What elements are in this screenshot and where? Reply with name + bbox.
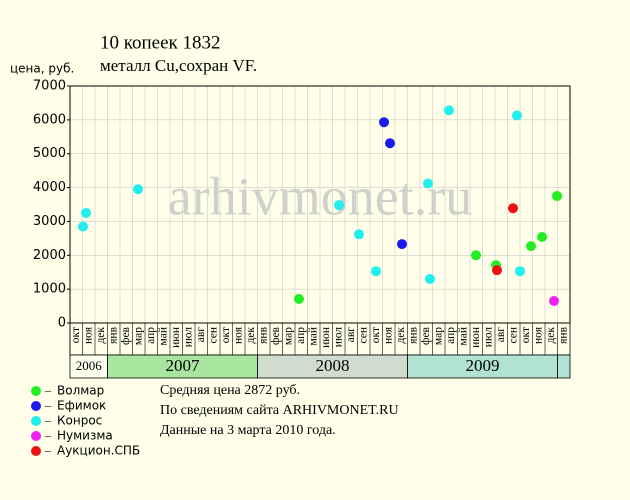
- legend-label: Волмар: [57, 384, 104, 398]
- data-point: [537, 232, 547, 243]
- data-point: [397, 239, 407, 250]
- x-tick-label: мар: [432, 327, 444, 345]
- legend-label: Нумизма: [57, 429, 113, 443]
- x-tick-label: мар: [282, 327, 294, 345]
- x-tick-label: дек: [395, 327, 407, 344]
- y-tick-label: 7000: [33, 79, 66, 94]
- data-point: [512, 110, 522, 121]
- x-tick-label: окт: [520, 327, 532, 343]
- data-point: [425, 273, 435, 284]
- x-tick-label: июн: [320, 327, 332, 348]
- year-label: 2007: [166, 356, 201, 375]
- x-tick-label: авг: [495, 327, 507, 343]
- legend-dash: –: [44, 398, 52, 412]
- x-tick-label: авг: [195, 327, 207, 343]
- data-point: [379, 117, 389, 128]
- x-tick-label: янв: [257, 326, 269, 343]
- legend-marker: [31, 386, 41, 396]
- data-point: [444, 105, 454, 116]
- plot-frame: [69, 85, 571, 324]
- year-label: 2006: [76, 358, 103, 373]
- legend-dash: –: [44, 413, 52, 427]
- x-tick-label: янв: [407, 326, 419, 343]
- legend-label: Аукцион.СПБ: [57, 444, 140, 458]
- x-tick-label: апр: [445, 327, 457, 344]
- data-point: [133, 184, 143, 195]
- x-tick-label: май: [157, 327, 169, 345]
- legend-label: Конрос: [57, 414, 102, 428]
- data-point: [471, 250, 481, 261]
- x-tick-label: ноя: [232, 326, 244, 344]
- x-tick-label: апр: [145, 327, 157, 344]
- year-label: 2008: [316, 356, 350, 375]
- x-tick-label: янв: [107, 326, 119, 343]
- x-tick-label: ноя: [82, 326, 94, 344]
- year-band: [557, 354, 571, 379]
- chart-title: 10 копеек 1832: [100, 32, 221, 53]
- y-axis-label: цена, руб.: [10, 62, 74, 76]
- year-label: 2009: [466, 356, 500, 375]
- y-tick-label: 6000: [33, 112, 66, 127]
- data-point: [354, 229, 364, 240]
- y-tick-label: 5000: [33, 146, 66, 161]
- x-tick-label: окт: [370, 327, 382, 343]
- x-tick-label: дек: [95, 327, 107, 344]
- x-tick-label: окт: [70, 327, 82, 343]
- data-point: [423, 178, 433, 189]
- x-tick-label: фев: [270, 326, 282, 345]
- x-tick-label: мар: [132, 327, 144, 345]
- x-tick-label: сен: [507, 327, 519, 344]
- data-point: [526, 241, 536, 252]
- x-tick-label: июл: [332, 327, 344, 347]
- x-tick-label: май: [457, 327, 469, 345]
- x-tick-label: ноя: [382, 326, 394, 344]
- legend-marker: [31, 431, 41, 441]
- x-tick-label: янв: [557, 326, 569, 343]
- y-tick-label: 3000: [33, 214, 66, 229]
- data-point: [334, 200, 344, 211]
- note: Данные на 3 марта 2010 года.: [160, 423, 336, 438]
- x-tick-label: авг: [345, 327, 357, 343]
- x-tick-label: дек: [245, 327, 257, 344]
- legend-label: Ефимок: [57, 399, 106, 413]
- note: По сведениям сайта ARHIVMONET.RU: [160, 403, 399, 418]
- note: Средняя цена 2872 руб.: [160, 383, 300, 398]
- x-tick-label: дек: [545, 327, 557, 344]
- data-point: [78, 221, 88, 232]
- data-point: [552, 191, 562, 202]
- data-point: [371, 266, 381, 277]
- legend-marker: [31, 446, 41, 456]
- x-tick-label: сен: [207, 327, 219, 344]
- y-tick-label: 4000: [33, 180, 66, 195]
- data-point: [508, 203, 518, 214]
- x-tick-label: июн: [470, 327, 482, 348]
- x-tick-label: апр: [295, 327, 307, 344]
- x-tick-label: июл: [182, 327, 194, 347]
- x-tick-label: ноя: [532, 326, 544, 344]
- data-point: [385, 138, 395, 149]
- y-tick-label: 1000: [33, 282, 66, 297]
- x-tick-label: июл: [482, 327, 494, 347]
- legend-dash: –: [44, 383, 52, 397]
- x-tick-label: фев: [120, 326, 132, 345]
- x-tick-label: фев: [420, 326, 432, 345]
- legend-marker: [31, 401, 41, 411]
- x-tick-label: май: [307, 327, 319, 345]
- y-tick-label: 0: [58, 316, 66, 331]
- x-tick-label: окт: [220, 327, 232, 343]
- data-point: [81, 207, 91, 218]
- data-point: [515, 266, 525, 277]
- legend-dash: –: [44, 428, 52, 442]
- x-tick-label: сен: [357, 327, 369, 344]
- data-point: [492, 265, 502, 276]
- data-point: [549, 295, 559, 306]
- x-tick-label: июн: [170, 327, 182, 348]
- data-point: [294, 293, 304, 304]
- legend-marker: [31, 416, 41, 426]
- legend-dash: –: [44, 443, 52, 457]
- y-tick-label: 2000: [33, 248, 66, 263]
- chart-subtitle: металл Cu,сохран VF.: [100, 56, 257, 75]
